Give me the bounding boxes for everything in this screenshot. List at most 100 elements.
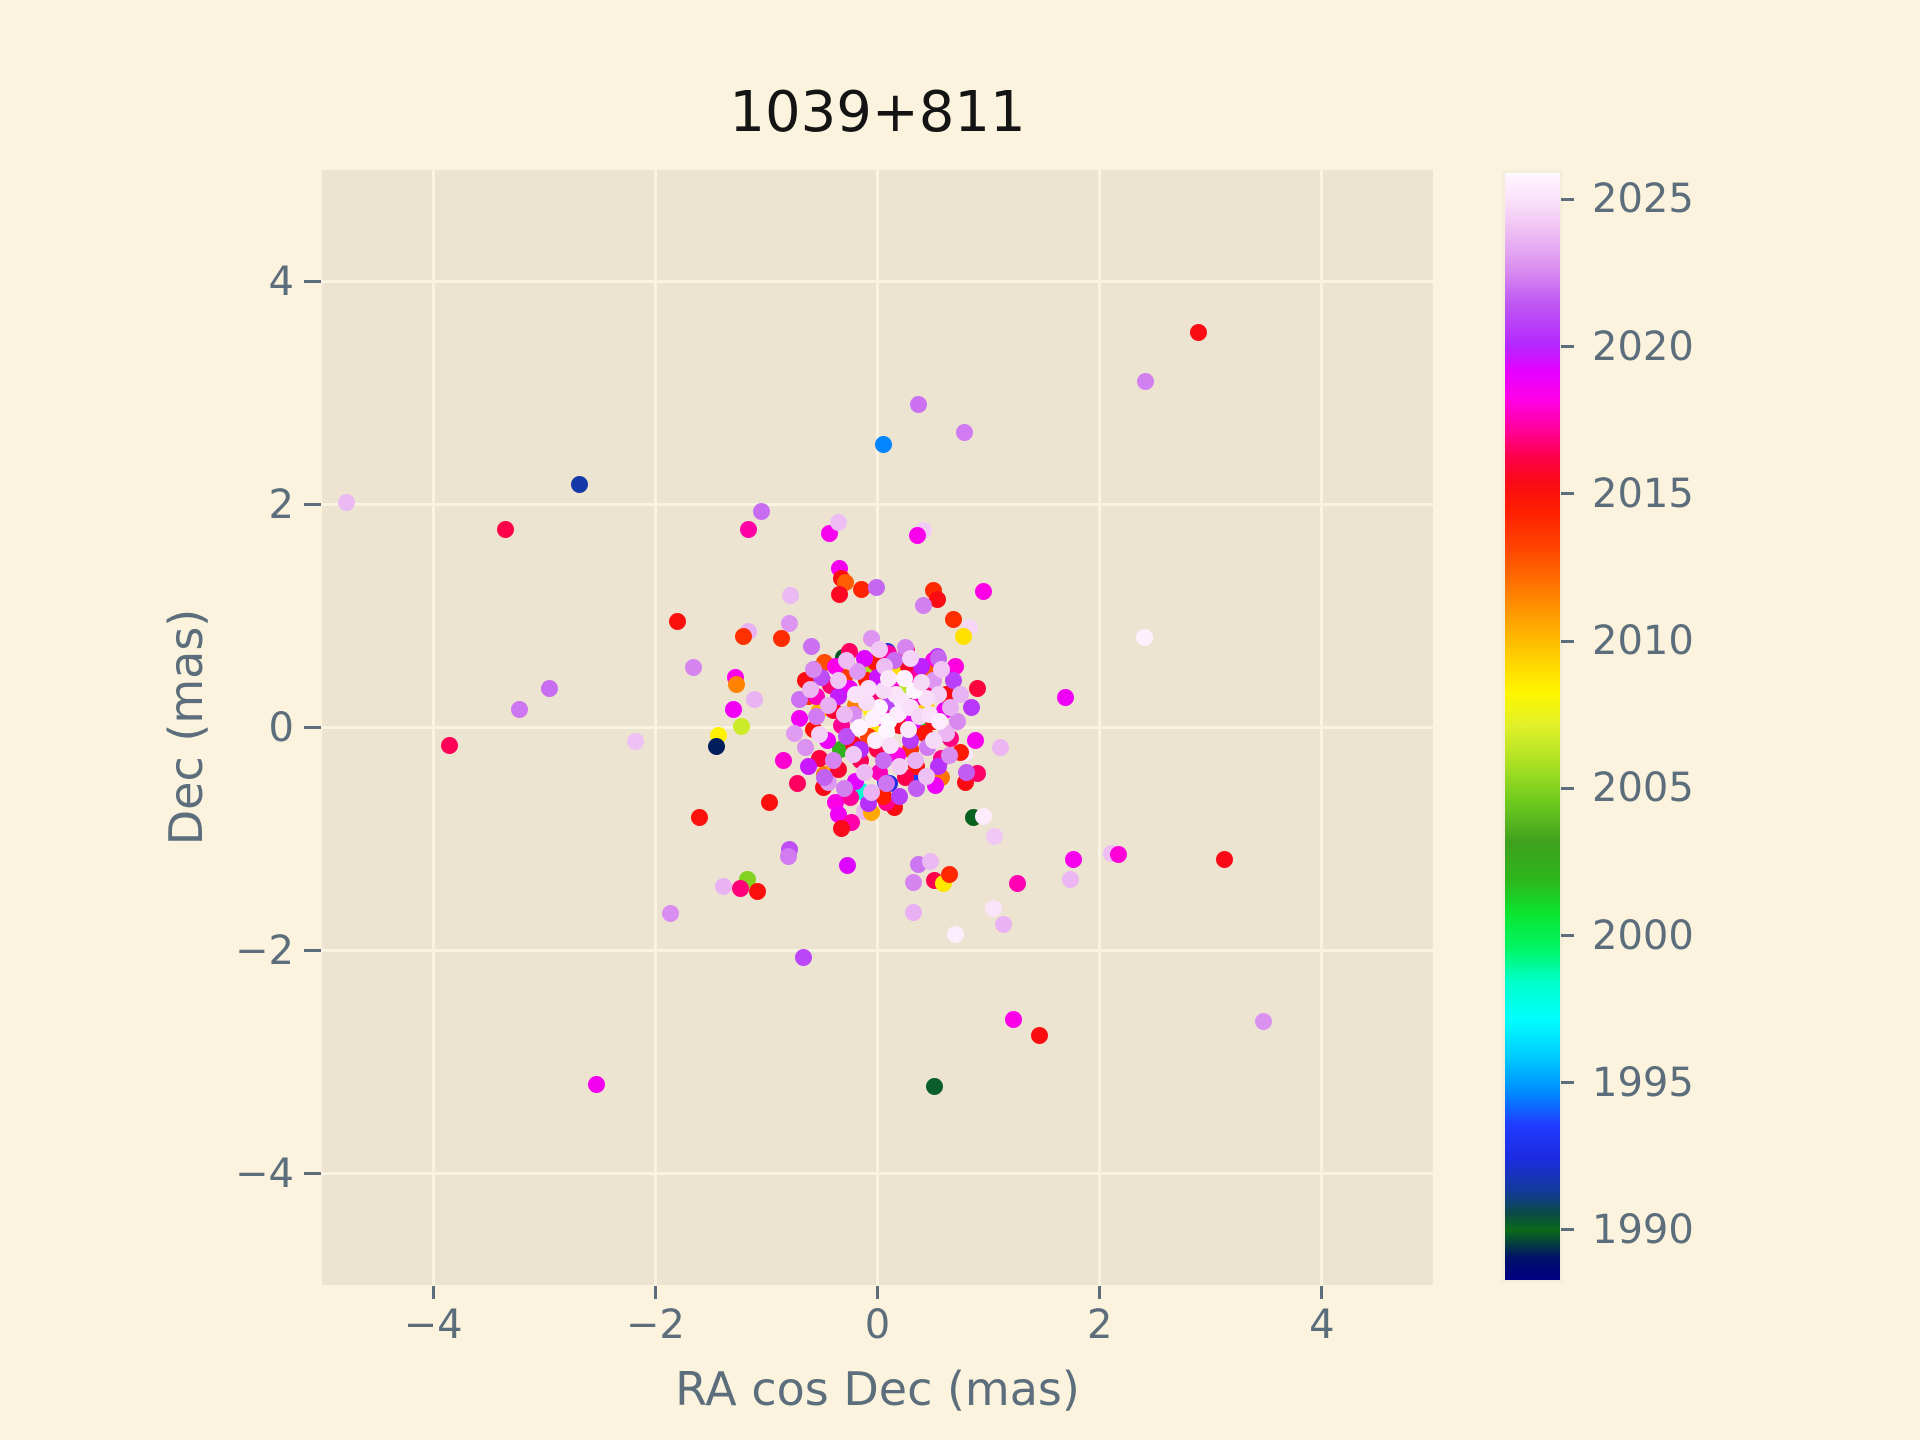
chart-title: 1039+811 xyxy=(729,80,1026,145)
data-point xyxy=(908,527,926,545)
gridline-y--4 xyxy=(322,1172,1433,1175)
y-tick-0 xyxy=(304,726,321,729)
data-point xyxy=(727,675,745,693)
x-tick-label: −4 xyxy=(403,1302,463,1348)
data-point xyxy=(910,395,928,413)
data-point xyxy=(855,649,873,667)
data-point xyxy=(707,737,725,755)
data-point xyxy=(789,774,806,792)
data-point xyxy=(914,597,932,615)
y-tick-2 xyxy=(304,503,321,506)
data-point xyxy=(804,661,822,679)
data-point xyxy=(803,637,821,655)
data-point xyxy=(922,852,940,870)
data-point xyxy=(860,679,878,697)
data-point xyxy=(745,691,763,709)
x-tick-2 xyxy=(1098,1286,1102,1299)
data-point xyxy=(942,698,960,716)
y-tick-4 xyxy=(304,280,321,283)
data-point xyxy=(952,685,970,703)
data-point xyxy=(957,763,975,781)
data-point xyxy=(511,701,529,719)
colorbar-tick-2025 xyxy=(1561,197,1574,201)
data-point xyxy=(966,732,984,750)
y-tick-label: −2 xyxy=(235,927,294,974)
data-point xyxy=(835,705,853,723)
data-point xyxy=(941,746,959,764)
data-point xyxy=(820,696,838,714)
data-point xyxy=(946,657,964,675)
data-point xyxy=(941,866,959,884)
x-tick-4 xyxy=(1320,1286,1324,1299)
data-point xyxy=(968,679,986,697)
data-point xyxy=(907,780,925,798)
x-axis-label: RA cos Dec (mas) xyxy=(675,1362,1080,1416)
data-point xyxy=(888,705,906,723)
data-point xyxy=(724,701,742,719)
gridline-y--2 xyxy=(322,949,1433,952)
data-point xyxy=(835,780,853,798)
data-point xyxy=(441,736,459,754)
data-point xyxy=(891,758,909,776)
data-point xyxy=(994,916,1012,934)
colorbar-tick-label: 2010 xyxy=(1592,618,1694,665)
data-point xyxy=(974,582,992,600)
gridline-y-2 xyxy=(322,503,1433,506)
data-point xyxy=(774,752,792,770)
colorbar-tick-2000 xyxy=(1561,934,1574,938)
data-point xyxy=(740,520,758,538)
data-point xyxy=(781,615,799,633)
colorbar-tick-label: 2015 xyxy=(1592,470,1694,517)
y-tick-label: 2 xyxy=(268,481,294,528)
data-point xyxy=(811,725,829,743)
data-point xyxy=(830,513,848,531)
data-point xyxy=(626,733,644,751)
colorbar-tick-2015 xyxy=(1561,492,1574,496)
gridline-y-4 xyxy=(322,280,1433,283)
data-point xyxy=(925,1078,943,1096)
y-tick--4 xyxy=(304,1172,321,1175)
colorbar-tick-label: 2020 xyxy=(1592,323,1694,370)
colorbar-tick-2005 xyxy=(1561,786,1574,790)
data-point xyxy=(780,848,798,866)
data-point xyxy=(902,649,920,667)
data-point xyxy=(984,899,1002,917)
data-point xyxy=(904,873,922,891)
data-point xyxy=(931,713,949,731)
y-axis-label-text: Dec (mas) xyxy=(159,608,213,846)
data-point xyxy=(866,732,884,750)
data-point xyxy=(891,788,909,806)
colorbar-tick-label: 2005 xyxy=(1592,765,1694,812)
data-point xyxy=(1135,628,1153,646)
data-point xyxy=(849,663,866,681)
data-point xyxy=(337,493,355,511)
data-point xyxy=(1064,850,1082,868)
data-point xyxy=(874,435,892,453)
colorbar-tick-label: 2025 xyxy=(1592,176,1694,223)
data-point xyxy=(895,669,913,687)
data-point xyxy=(571,475,589,493)
data-point xyxy=(749,882,766,900)
data-point xyxy=(732,879,750,897)
data-point xyxy=(877,774,895,792)
colorbar-tick-label: 1995 xyxy=(1592,1059,1694,1106)
colorbar-tick-2020 xyxy=(1561,345,1574,349)
data-point xyxy=(846,685,864,703)
data-point xyxy=(933,661,951,679)
plot-area xyxy=(322,170,1433,1285)
data-point xyxy=(1056,688,1074,706)
data-point xyxy=(1190,324,1208,342)
data-point xyxy=(867,578,885,596)
y-tick--2 xyxy=(304,949,321,952)
colorbar-tick-1990 xyxy=(1561,1228,1574,1232)
data-point xyxy=(900,721,918,739)
x-tick-label: 2 xyxy=(1086,1302,1113,1348)
data-point xyxy=(955,423,973,441)
data-point xyxy=(855,763,873,781)
data-point xyxy=(946,926,964,944)
colorbar-tick-label: 1990 xyxy=(1592,1206,1694,1253)
data-point xyxy=(954,627,972,645)
x-tick-0 xyxy=(876,1286,879,1299)
data-point xyxy=(992,739,1010,757)
colorbar-tick-1995 xyxy=(1561,1081,1574,1085)
